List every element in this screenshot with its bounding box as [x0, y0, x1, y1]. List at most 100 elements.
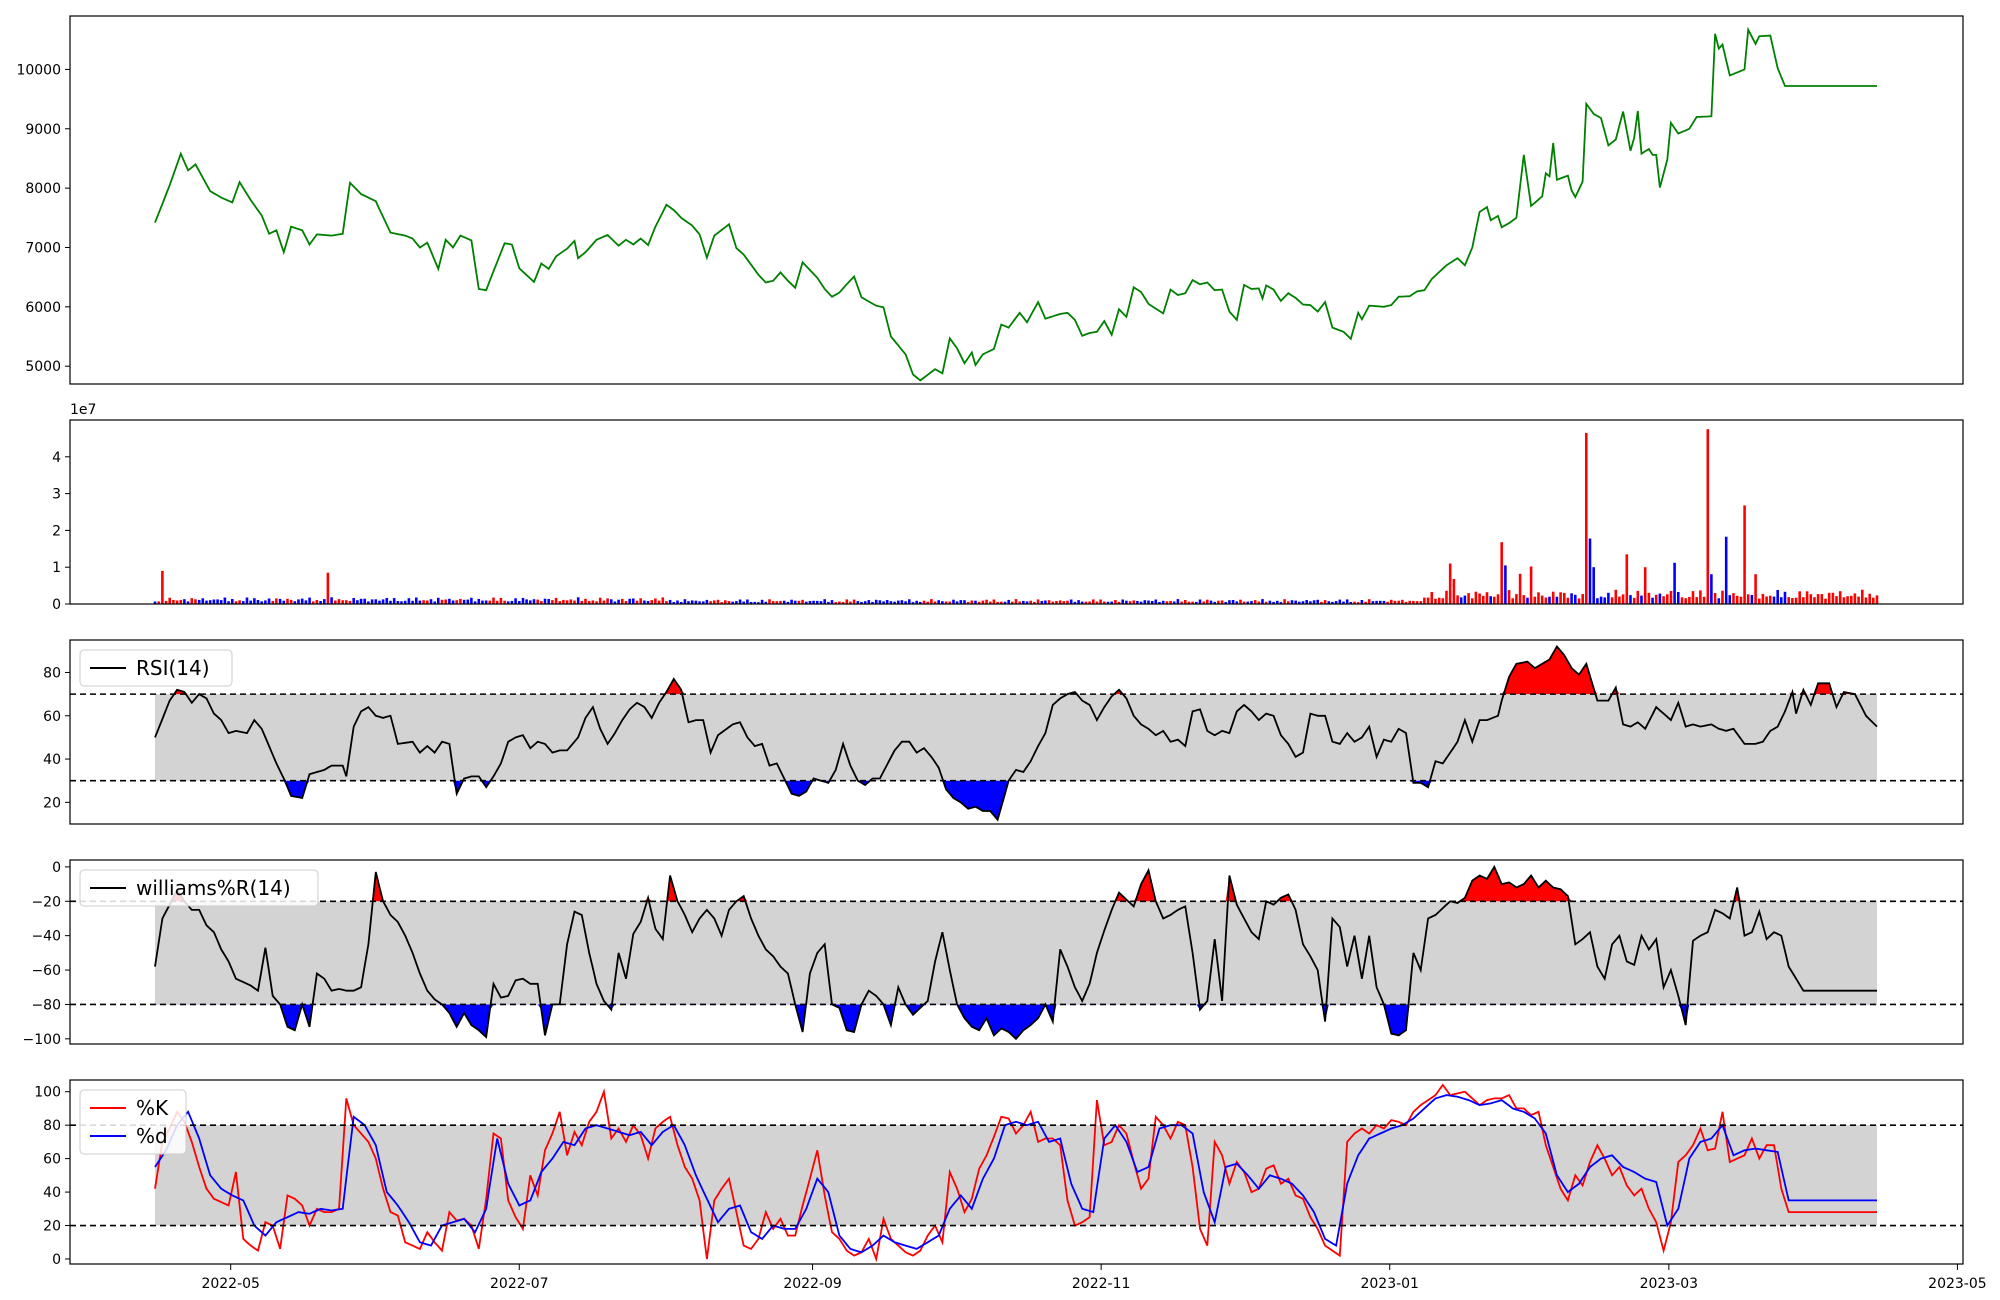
- volume-bar: [1143, 600, 1147, 604]
- volume-bar: [1338, 599, 1342, 604]
- x-tick-label: 2023-05: [1928, 1276, 1987, 1292]
- volume-bar: [1437, 597, 1441, 604]
- volume-bar: [1367, 599, 1371, 604]
- volume-bar: [628, 598, 631, 604]
- volume-bar: [812, 600, 815, 604]
- volume-bar: [1691, 591, 1695, 604]
- volume-bar: [1349, 602, 1353, 604]
- volume-bar: [1095, 601, 1099, 604]
- volume-bar: [1816, 594, 1820, 604]
- volume-bar: [367, 601, 370, 604]
- volume-bar: [1522, 595, 1526, 604]
- volume-bar: [1448, 563, 1452, 604]
- y-tick-label: −20: [31, 894, 61, 910]
- volume-bar: [1798, 591, 1801, 604]
- volume-bar: [1864, 597, 1868, 604]
- volume-bar: [1765, 596, 1768, 604]
- volume-bar: [591, 600, 595, 604]
- y-tick-label: 40: [43, 752, 61, 768]
- volume-bar: [1253, 600, 1257, 604]
- volume-bar: [1110, 601, 1113, 604]
- volume-bar: [587, 600, 591, 604]
- volume-bar: [356, 600, 359, 604]
- volume-bar: [378, 600, 381, 604]
- volume-bar: [1239, 599, 1242, 604]
- volume-bar: [1776, 590, 1779, 604]
- volume-bar: [1058, 600, 1062, 604]
- volume-bar: [1677, 592, 1680, 604]
- y-tick-label: 0: [52, 1252, 61, 1268]
- volume-bar: [462, 599, 466, 604]
- volume-bar: [1791, 598, 1794, 604]
- y-tick-label: −100: [23, 1032, 61, 1048]
- volume-bar: [860, 602, 863, 604]
- volume-bar: [1610, 597, 1614, 604]
- volume-bar: [562, 599, 565, 604]
- volume-bar: [1080, 601, 1084, 604]
- volume-bar: [757, 602, 760, 604]
- volume-bar: [341, 600, 344, 604]
- volume-bar: [1647, 592, 1651, 604]
- volume-bar: [944, 601, 948, 604]
- volume-bar: [1529, 566, 1533, 604]
- y-tick-label: 60: [43, 1152, 61, 1168]
- volume-bar: [1482, 595, 1485, 604]
- volume-bar: [1643, 567, 1647, 604]
- volume-bar: [705, 599, 709, 604]
- volume-bar: [1246, 601, 1250, 604]
- volume-bar: [1746, 594, 1750, 604]
- volume-bar: [569, 599, 573, 604]
- volume-bar: [1415, 601, 1419, 604]
- axes-frame: [69, 639, 1964, 825]
- volume-bar: [1069, 599, 1073, 604]
- volume-bar: [1735, 595, 1739, 604]
- y-tick-label: 8000: [25, 181, 61, 197]
- volume-bar: [1526, 597, 1529, 604]
- volume-bar: [911, 602, 915, 604]
- y-tick-label: 6000: [25, 300, 61, 316]
- volume-bar: [580, 600, 584, 604]
- volume-bar: [1051, 601, 1055, 604]
- axes-frame: [69, 1079, 1964, 1265]
- volume-bar: [1014, 599, 1018, 604]
- volume-bar: [624, 601, 628, 604]
- volume-bar: [1117, 601, 1121, 604]
- volume-bar: [937, 600, 940, 604]
- volume-bar: [779, 600, 782, 604]
- volume-bar: [764, 601, 768, 604]
- volume-bar: [488, 600, 492, 604]
- volume-bar: [970, 600, 974, 604]
- volume-bar: [952, 599, 955, 604]
- volume-bar: [484, 600, 488, 604]
- volume-bar: [1577, 598, 1581, 604]
- volume-bar: [1441, 598, 1445, 604]
- volume-bar: [1272, 601, 1275, 604]
- volume-bar: [852, 599, 856, 604]
- volume-bar: [1540, 595, 1544, 604]
- volume-bar: [1544, 597, 1548, 604]
- volume-bar: [1224, 602, 1227, 604]
- volume-bar: [308, 597, 311, 604]
- volume-bar: [1533, 596, 1537, 604]
- volume-bar: [1279, 602, 1283, 604]
- volume-bar: [492, 597, 495, 604]
- volume-bar: [1850, 595, 1853, 604]
- volume-bar: [941, 601, 944, 604]
- volume-bar: [1139, 601, 1143, 604]
- volume-bar: [326, 572, 330, 604]
- volume-bar: [411, 600, 414, 604]
- volume-bar: [915, 600, 918, 604]
- x-tick-label: 2023-01: [1360, 1276, 1419, 1292]
- volume-bar: [1011, 601, 1014, 604]
- volume-bar: [275, 598, 278, 604]
- volume-bar: [1334, 601, 1338, 604]
- volume-bar: [157, 601, 160, 604]
- volume-bar: [676, 600, 679, 604]
- volume-bar: [278, 598, 282, 604]
- volume-bar: [253, 598, 256, 604]
- volume-bar: [1702, 596, 1706, 604]
- volume-bar: [1588, 538, 1592, 604]
- volume-bar: [389, 600, 392, 604]
- volume-bar: [1758, 598, 1761, 604]
- volume-bar: [595, 601, 598, 604]
